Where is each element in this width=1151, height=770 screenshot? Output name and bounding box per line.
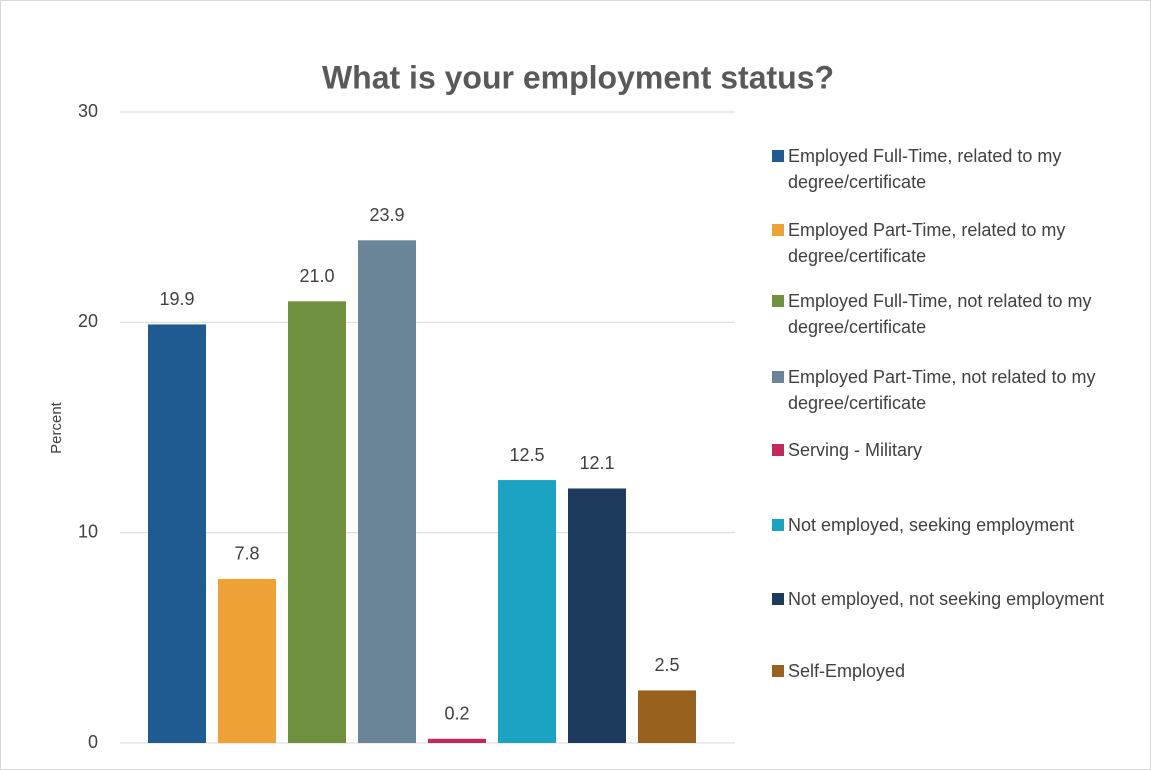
chart-title: What is your employment status?: [322, 59, 834, 95]
legend-item: Self-Employed: [770, 658, 1140, 684]
data-label: 12.1: [579, 453, 614, 473]
legend-label: Employed Part-Time, not related to my de…: [788, 367, 1096, 413]
bar: [148, 324, 206, 743]
legend-item: Employed Full-Time, related to my degree…: [770, 143, 1140, 195]
y-tick-label: 10: [78, 521, 98, 541]
legend-item: Employed Part-Time, not related to my de…: [770, 364, 1140, 416]
y-tick-label: 20: [78, 311, 98, 331]
legend-label: Self-Employed: [788, 661, 906, 681]
bar: [288, 301, 346, 743]
legend-swatch: [772, 224, 784, 236]
bar: [218, 578, 276, 743]
data-label: 7.8: [234, 544, 259, 564]
legend-swatch: [772, 593, 784, 605]
legend-swatch: [772, 665, 784, 677]
y-axis-label: Percent: [48, 401, 65, 454]
legend-item: Not employed, seeking employment: [770, 512, 1140, 538]
bar: [498, 480, 556, 743]
legend-item: Serving - Military: [770, 437, 1140, 463]
legend-label: Not employed, seeking employment: [788, 515, 1075, 535]
data-label: 19.9: [159, 289, 194, 309]
legend-swatch: [772, 295, 784, 307]
bar: [358, 240, 416, 743]
bar: [568, 488, 626, 743]
bar: [428, 738, 486, 743]
y-tick-label: 30: [78, 101, 98, 121]
legend-label: Employed Full-Time, not related to my de…: [788, 291, 1092, 337]
legend-label: Employed Full-Time, related to my degree…: [788, 146, 1062, 192]
legend-swatch: [772, 519, 784, 531]
legend-swatch: [772, 150, 784, 162]
bar: [638, 690, 696, 743]
legend-label: Not employed, not seeking employment: [788, 589, 1105, 609]
legend-swatch: [772, 444, 784, 456]
legend-item: Not employed, not seeking employment: [770, 586, 1140, 612]
data-label: 2.5: [654, 655, 679, 675]
legend-swatch: [772, 371, 784, 383]
y-tick-label: 0: [88, 732, 98, 752]
data-label: 0.2: [444, 704, 469, 724]
legend-label: Employed Part-Time, related to my degree…: [788, 220, 1066, 266]
data-label: 23.9: [369, 205, 404, 225]
legend-label: Serving - Military: [788, 440, 923, 460]
data-label: 21.0: [299, 266, 334, 286]
legend-item: Employed Part-Time, related to my degree…: [770, 217, 1140, 269]
legend-item: Employed Full-Time, not related to my de…: [770, 288, 1140, 340]
data-label: 12.5: [509, 445, 544, 465]
